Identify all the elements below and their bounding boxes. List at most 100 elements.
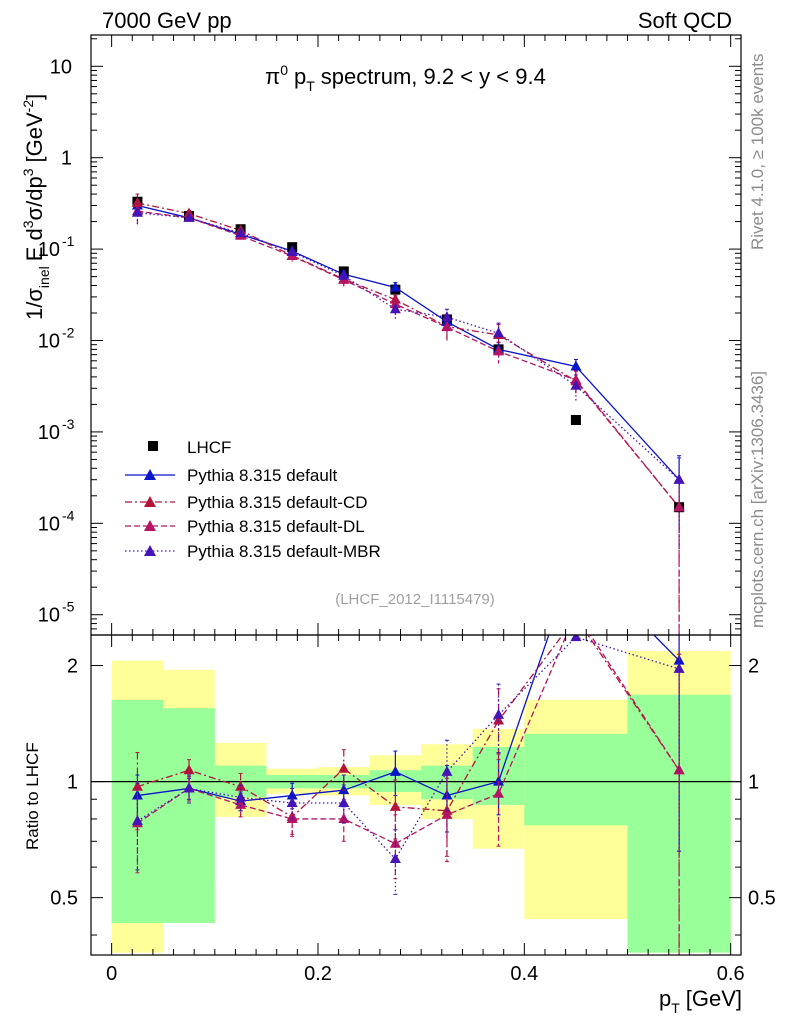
ratio-point-default	[389, 765, 401, 776]
x-tick-label: 0.2	[304, 963, 332, 985]
ratio-y-tick-label: 2	[67, 656, 78, 678]
legend-lhcf-marker	[148, 441, 158, 451]
ratio-line-default	[137, 635, 680, 802]
legend-default-label: Pythia 8.315 default	[187, 466, 338, 485]
ratio-point-default	[493, 775, 505, 786]
y-tick-label: 10	[38, 605, 60, 627]
legend: LHCF Pythia 8.315 default Pythia 8.315 d…	[125, 438, 381, 561]
point-mbr	[441, 311, 453, 322]
y-tick-exponent: -3	[62, 416, 75, 432]
series-line-default	[137, 204, 680, 481]
y-tick-label: 10	[38, 513, 60, 535]
rivet-label: Rivet 4.1.0, ≥ 100k events	[748, 54, 767, 250]
x-tick-label: 0.6	[717, 963, 745, 985]
ratio-point-mbr	[493, 708, 505, 719]
green-band	[524, 733, 628, 826]
ratio-point-dl	[441, 808, 453, 819]
ratio-line-dl	[137, 635, 680, 845]
legend-dl-marker	[144, 520, 156, 531]
analysis-watermark: (LHCF_2012_I1115479)	[335, 591, 495, 608]
ratio-point-cd	[389, 800, 401, 811]
ratio-y-tick-label: 1	[67, 772, 78, 794]
y-tick-label: 1	[61, 148, 72, 170]
y-tick-exponent: -4	[62, 507, 75, 523]
ratio-y-tick-label-right: 1	[748, 772, 759, 794]
ratio-line-cd	[137, 635, 680, 818]
green-band	[163, 708, 215, 923]
y-tick-label: 10	[38, 422, 60, 444]
point-dl	[493, 345, 505, 356]
y-tick-exponent: -5	[62, 599, 75, 615]
y-tick-exponent: -1	[62, 233, 75, 249]
legend-default-marker	[144, 469, 156, 480]
ratio-point-mbr	[286, 796, 298, 807]
ratio-point-cd	[183, 764, 195, 775]
mcplots-label: mcplots.cern.ch [arXiv:1306.3436]	[748, 371, 767, 628]
point-dl	[673, 501, 685, 512]
ratio-point-mbr	[441, 765, 453, 776]
point-default	[570, 360, 582, 371]
ratio-y-tick-label-right: 0.5	[748, 888, 776, 910]
point-mbr	[235, 227, 247, 238]
ratio-y-label: Ratio to LHCF	[23, 742, 42, 850]
legend-mbr-label: Pythia 8.315 default-MBR	[187, 542, 381, 561]
ratio-point-mbr	[235, 791, 247, 802]
legend-cd-label: Pythia 8.315 default-CD	[187, 493, 368, 512]
series-line-dl	[137, 210, 680, 508]
spectrum-marks	[131, 193, 685, 635]
ratio-point-mbr	[183, 782, 195, 793]
x-tick-label: 0	[106, 963, 117, 985]
y-tick-label: 10	[50, 56, 72, 78]
y-tick-label: 10	[38, 331, 60, 353]
series-line-cd	[137, 202, 680, 508]
point-dl	[570, 373, 582, 384]
spectrum-y-label: 1/σinelE d3σ/dp3[GeV-2]	[20, 94, 52, 320]
point-mbr	[673, 473, 685, 484]
point-cd	[131, 196, 143, 207]
legend-dl-label: Pythia 8.315 default-DL	[187, 517, 365, 536]
point-dl	[441, 321, 453, 332]
ratio-point-dl	[493, 787, 505, 798]
point-dl	[389, 298, 401, 309]
ratio-point-cd	[338, 762, 350, 773]
energy-label: 7000 GeV pp	[102, 8, 232, 33]
legend-lhcf-label: LHCF	[187, 438, 231, 457]
point-default	[389, 281, 401, 292]
series-line-mbr	[137, 212, 680, 481]
point-mbr	[183, 211, 195, 222]
point-mbr	[286, 245, 298, 256]
ratio-point-default	[286, 789, 298, 800]
point-mbr	[389, 303, 401, 314]
ratio-point-dl	[235, 798, 247, 809]
ratio-axes: 2 2 1 1 0.5 0.5 0 0.2 0.4 0.6	[50, 635, 776, 985]
ratio-point-mbr	[570, 635, 582, 642]
ratio-y-tick-label: 0.5	[50, 888, 78, 910]
legend-cd-marker	[144, 496, 156, 507]
point-mbr	[338, 269, 350, 280]
ratio-panel: 2 2 1 1 0.5 0.5 0 0.2 0.4 0.6 Ratio to LHCF pT [Ge…	[23, 634, 776, 1016]
lhcf-point	[570, 415, 581, 426]
ratio-point-dl	[286, 812, 298, 823]
x-tick-label: 0.4	[510, 963, 538, 985]
ratio-point-mbr	[389, 852, 401, 863]
ratio-point-mbr	[131, 815, 143, 826]
ratio-point-mbr	[673, 662, 685, 673]
ratio-series-group	[131, 635, 685, 955]
point-mbr	[493, 327, 505, 338]
point-mbr	[570, 379, 582, 390]
legend-mbr-marker	[144, 545, 156, 556]
ratio-marks	[131, 635, 685, 955]
category-label: Soft QCD	[638, 8, 732, 33]
x-axis-label: pT [GeV]	[659, 986, 742, 1016]
ratio-frame	[90, 634, 742, 956]
ratio-point-cd	[493, 714, 505, 725]
ratio-bands	[91, 651, 741, 953]
y-tick-exponent: -2	[62, 325, 75, 341]
ratio-point-dl	[673, 764, 685, 775]
point-mbr	[131, 206, 143, 217]
ratio-y-tick-label-right: 2	[748, 656, 759, 678]
y-tick-label: 10	[38, 239, 60, 261]
